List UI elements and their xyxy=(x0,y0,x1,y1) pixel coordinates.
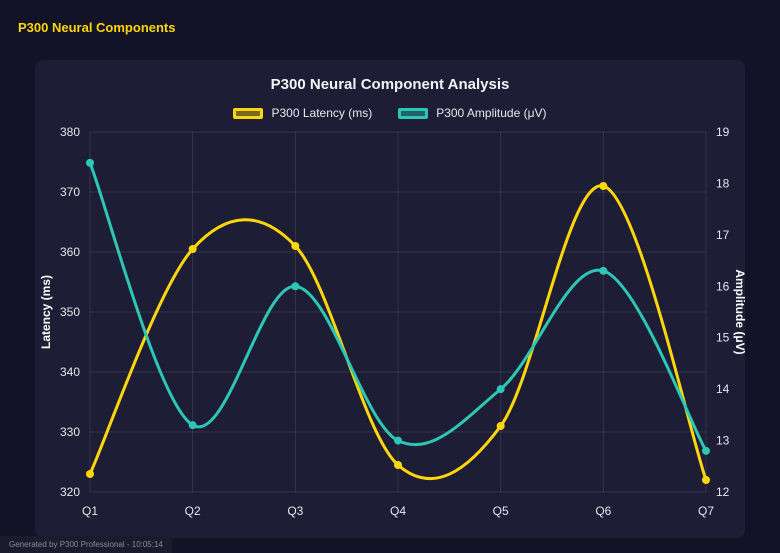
svg-text:340: 340 xyxy=(60,365,80,379)
svg-text:18: 18 xyxy=(716,176,730,190)
legend-label: P300 Latency (ms) xyxy=(271,106,373,120)
svg-text:330: 330 xyxy=(60,425,80,439)
svg-text:350: 350 xyxy=(60,305,80,319)
svg-text:19: 19 xyxy=(716,125,730,139)
y-axis-ticks-left: 320 330 340 350 360 370 380 xyxy=(60,125,80,499)
svg-text:360: 360 xyxy=(60,245,80,259)
watermark-badge: Generated by P300 Professional - 10:05:1… xyxy=(0,536,172,553)
chart-legend: P300 Latency (ms) P300 Amplitude (μV) xyxy=(35,104,745,122)
chart-title: P300 Neural Component Analysis xyxy=(270,76,510,93)
svg-text:380: 380 xyxy=(60,125,80,139)
axis-title-left: Latency (ms) xyxy=(39,275,53,349)
y-axis-ticks-right: 12 13 14 15 16 17 18 19 xyxy=(716,125,730,499)
x-axis-labels: Q1 Q2 Q3 Q4 Q5 Q6 Q7 xyxy=(82,504,714,518)
svg-text:16: 16 xyxy=(716,279,730,293)
legend-item-amplitude[interactable]: P300 Amplitude (μV) xyxy=(398,106,547,120)
svg-text:Q7: Q7 xyxy=(698,504,714,518)
svg-text:Q3: Q3 xyxy=(287,504,303,518)
svg-text:12: 12 xyxy=(716,485,730,499)
svg-text:15: 15 xyxy=(716,331,730,345)
svg-text:Q2: Q2 xyxy=(185,504,201,518)
svg-text:Q6: Q6 xyxy=(595,504,611,518)
axis-title-right: Amplitude (μV) xyxy=(733,269,745,354)
series-points-latency xyxy=(86,182,710,484)
chart-panel: P300 Neural Component Analysis P300 Late… xyxy=(35,60,745,538)
svg-text:14: 14 xyxy=(716,382,730,396)
series-points-amplitude xyxy=(86,158,710,455)
svg-text:13: 13 xyxy=(716,434,730,448)
page-title: P300 Neural Components xyxy=(18,20,176,35)
legend-label: P300 Amplitude (μV) xyxy=(436,106,547,120)
svg-text:320: 320 xyxy=(60,485,80,499)
grid-lines xyxy=(89,131,707,493)
svg-text:Q5: Q5 xyxy=(493,504,509,518)
svg-text:Q4: Q4 xyxy=(390,504,406,518)
svg-text:17: 17 xyxy=(716,228,730,242)
svg-text:Q1: Q1 xyxy=(82,504,98,518)
legend-item-latency[interactable]: P300 Latency (ms) xyxy=(233,106,372,120)
legend-swatch xyxy=(233,107,264,119)
legend-swatch xyxy=(398,107,429,119)
svg-text:370: 370 xyxy=(60,185,80,199)
